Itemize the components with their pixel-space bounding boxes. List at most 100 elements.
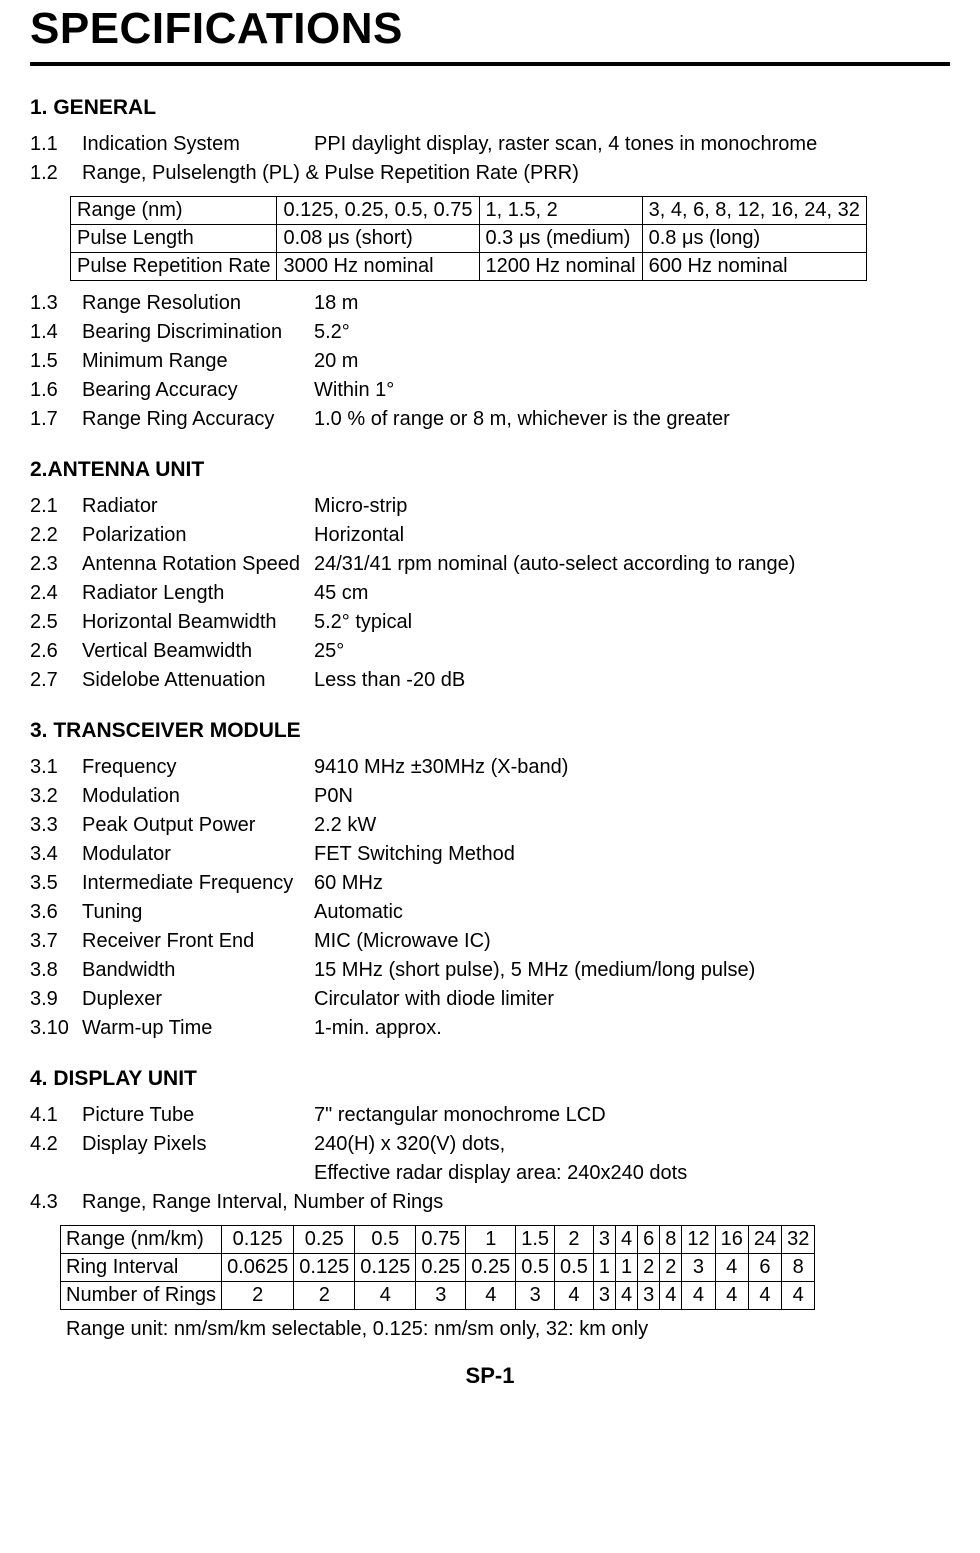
spec-label: Minimum Range (82, 347, 314, 376)
table-cell: 3 (593, 1226, 615, 1254)
page-number: SP-1 (30, 1363, 950, 1389)
spec-label: Duplexer (82, 985, 314, 1014)
spec-row: 3.7 Receiver Front End MIC (Microwave IC… (30, 927, 950, 956)
spec-val: Less than -20 dB (314, 666, 950, 695)
table-row: Number of Rings 2 2 4 3 4 3 4 3 4 3 4 4 … (61, 1282, 815, 1310)
spec-label: Receiver Front End (82, 927, 314, 956)
table-cell: 0.25 (466, 1254, 516, 1282)
table-cell: 0.75 (416, 1226, 466, 1254)
spec-row: 3.6 Tuning Automatic (30, 898, 950, 927)
spec-row: 2.6 Vertical Beamwidth 25° (30, 637, 950, 666)
table-cell: 0.5 (555, 1254, 594, 1282)
table-cell: 4 (615, 1226, 637, 1254)
table-cell: Range (nm) (71, 197, 277, 225)
spec-num: 2.6 (30, 637, 82, 666)
spec-num: 1.2 (30, 159, 82, 188)
spec-row: 3.8 Bandwidth 15 MHz (short pulse), 5 MH… (30, 956, 950, 985)
spec-label: Polarization (82, 521, 314, 550)
table-cell: 3 (638, 1282, 660, 1310)
spec-row: 1.5 Minimum Range 20 m (30, 347, 950, 376)
spec-val: 45 cm (314, 579, 950, 608)
table-cell: 6 (748, 1254, 781, 1282)
table-cell: 0.8 μs (long) (642, 225, 866, 253)
spec-row: 2.4 Radiator Length 45 cm (30, 579, 950, 608)
spec-val: 15 MHz (short pulse), 5 MHz (medium/long… (314, 956, 950, 985)
spec-row: 3.10 Warm-up Time 1-min. approx. (30, 1014, 950, 1043)
spec-label: Warm-up Time (82, 1014, 314, 1043)
table-cell: 4 (715, 1254, 748, 1282)
table-cell: 4 (555, 1282, 594, 1310)
spec-val: 240(H) x 320(V) dots, (314, 1130, 950, 1159)
table-cell: 0.25 (294, 1226, 355, 1254)
table-cell: 8 (660, 1226, 682, 1254)
table-cell: Pulse Repetition Rate (71, 253, 277, 281)
table-cell: 4 (466, 1282, 516, 1310)
table-cell: 2 (555, 1226, 594, 1254)
table-cell: 0.3 μs (medium) (479, 225, 642, 253)
table-cell: 600 Hz nominal (642, 253, 866, 281)
spec-row: 1.7 Range Ring Accuracy 1.0 % of range o… (30, 405, 950, 434)
spec-num: 2.5 (30, 608, 82, 637)
table-cell: 4 (782, 1282, 815, 1310)
table-cell: 4 (660, 1282, 682, 1310)
table-cell: Pulse Length (71, 225, 277, 253)
table-cell: 1, 1.5, 2 (479, 197, 642, 225)
spec-num: 3.2 (30, 782, 82, 811)
spec-num: 4.2 (30, 1130, 82, 1159)
section-heading-transceiver: 3. TRANSCEIVER MODULE (30, 719, 950, 743)
table-cell: 4 (355, 1282, 416, 1310)
table-cell: 4 (682, 1282, 715, 1310)
table-cell: 0.5 (355, 1226, 416, 1254)
table-cell: 3 (682, 1254, 715, 1282)
spec-val: MIC (Microwave IC) (314, 927, 950, 956)
spec-num: 3.10 (30, 1014, 82, 1043)
spec-val: FET Switching Method (314, 840, 950, 869)
table-row: Pulse Length 0.08 μs (short) 0.3 μs (med… (71, 225, 867, 253)
spec-num: 3.4 (30, 840, 82, 869)
spec-num: 2.7 (30, 666, 82, 695)
table-row: Ring Interval 0.0625 0.125 0.125 0.25 0.… (61, 1254, 815, 1282)
spec-val: 24/31/41 rpm nominal (auto-select accord… (314, 550, 950, 579)
table-cell: 6 (638, 1226, 660, 1254)
spec-label: Vertical Beamwidth (82, 637, 314, 666)
spec-row: 4.2 Display Pixels 240(H) x 320(V) dots, (30, 1130, 950, 1159)
spec-label: Tuning (82, 898, 314, 927)
table-cell: 1 (466, 1226, 516, 1254)
table-cell: 12 (682, 1226, 715, 1254)
table-cell: 0.5 (516, 1254, 555, 1282)
spec-num: 2.3 (30, 550, 82, 579)
spec-num: 3.3 (30, 811, 82, 840)
spec-label: Peak Output Power (82, 811, 314, 840)
table-cell: 1200 Hz nominal (479, 253, 642, 281)
table-row: Range (nm) 0.125, 0.25, 0.5, 0.75 1, 1.5… (71, 197, 867, 225)
spec-label: Antenna Rotation Speed (82, 550, 314, 579)
spec-label: Sidelobe Attenuation (82, 666, 314, 695)
spec-row: 1.3 Range Resolution 18 m (30, 289, 950, 318)
spec-row: 2.3 Antenna Rotation Speed 24/31/41 rpm … (30, 550, 950, 579)
spec-label: Horizontal Beamwidth (82, 608, 314, 637)
spec-num: 4.3 (30, 1188, 82, 1217)
spec-val: PPI daylight display, raster scan, 4 ton… (314, 130, 950, 159)
spec-row: 3.9 Duplexer Circulator with diode limit… (30, 985, 950, 1014)
table-cell: 8 (782, 1254, 815, 1282)
spec-row: 2.2 Polarization Horizontal (30, 521, 950, 550)
table-cell: 1 (615, 1254, 637, 1282)
table-cell: 0.125 (294, 1254, 355, 1282)
spec-num: 4.1 (30, 1101, 82, 1130)
table-cell: 3 (416, 1282, 466, 1310)
range-ring-table: Range (nm/km) 0.125 0.25 0.5 0.75 1 1.5 … (60, 1225, 815, 1310)
table-cell: 24 (748, 1226, 781, 1254)
spec-label: Modulation (82, 782, 314, 811)
spec-val: 1.0 % of range or 8 m, whichever is the … (314, 405, 950, 434)
page-title: SPECIFICATIONS (30, 0, 950, 54)
spec-label: Bearing Accuracy (82, 376, 314, 405)
spec-val: Circulator with diode limiter (314, 985, 950, 1014)
spec-label: Range Resolution (82, 289, 314, 318)
spec-label: Range, Range Interval, Number of Rings (82, 1188, 950, 1217)
spec-val-continuation: Effective radar display area: 240x240 do… (314, 1159, 950, 1188)
table-row: Range (nm/km) 0.125 0.25 0.5 0.75 1 1.5 … (61, 1226, 815, 1254)
table-cell: Number of Rings (61, 1282, 222, 1310)
spec-row: 1.1 Indication System PPI daylight displ… (30, 130, 950, 159)
spec-row: 3.4 Modulator FET Switching Method (30, 840, 950, 869)
table-cell: 1.5 (516, 1226, 555, 1254)
